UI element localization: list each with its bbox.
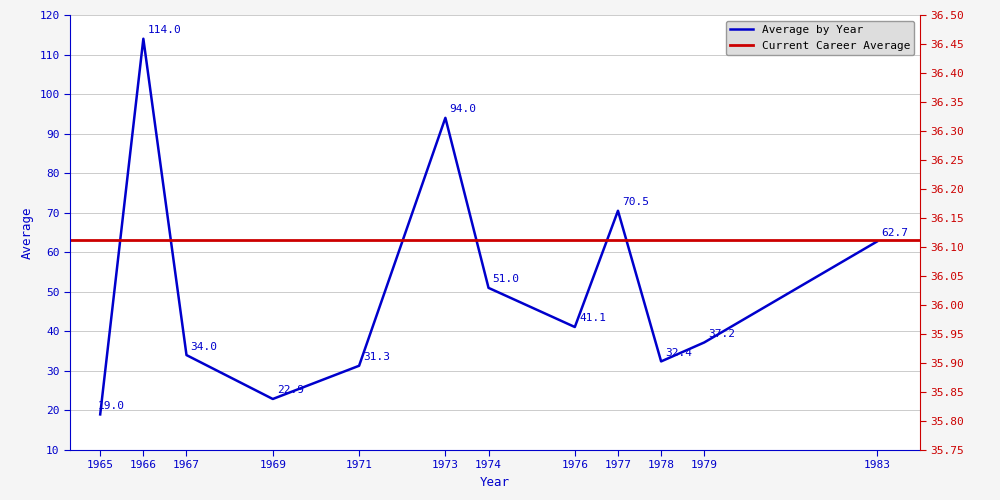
Average by Year [698, 340, 710, 345]
Average by Year [655, 358, 667, 364]
Text: 22.9: 22.9 [277, 386, 304, 396]
Text: 70.5: 70.5 [622, 197, 649, 207]
Average by Year [569, 324, 581, 330]
Average by Year [353, 363, 365, 369]
Text: 32.4: 32.4 [665, 348, 692, 358]
Text: 19.0: 19.0 [97, 401, 124, 411]
Average by Year [137, 36, 149, 42]
Text: 37.2: 37.2 [708, 329, 735, 339]
Text: 62.7: 62.7 [881, 228, 908, 238]
Average by Year [612, 208, 624, 214]
Text: 31.3: 31.3 [363, 352, 390, 362]
Average by Year [267, 396, 279, 402]
Text: 94.0: 94.0 [450, 104, 477, 115]
Line: Average by Year: Average by Year [100, 38, 877, 414]
Average by Year [94, 412, 106, 418]
Text: 51.0: 51.0 [493, 274, 520, 284]
Legend: Average by Year, Current Career Average: Average by Year, Current Career Average [726, 20, 914, 55]
X-axis label: Year: Year [480, 476, 510, 489]
Text: 41.1: 41.1 [579, 314, 606, 324]
Text: 34.0: 34.0 [191, 342, 218, 351]
Text: 114.0: 114.0 [148, 25, 181, 35]
Average by Year [871, 238, 883, 244]
Average by Year [483, 285, 495, 291]
Average by Year [439, 115, 451, 121]
Y-axis label: Average: Average [21, 206, 34, 259]
Average by Year [180, 352, 192, 358]
